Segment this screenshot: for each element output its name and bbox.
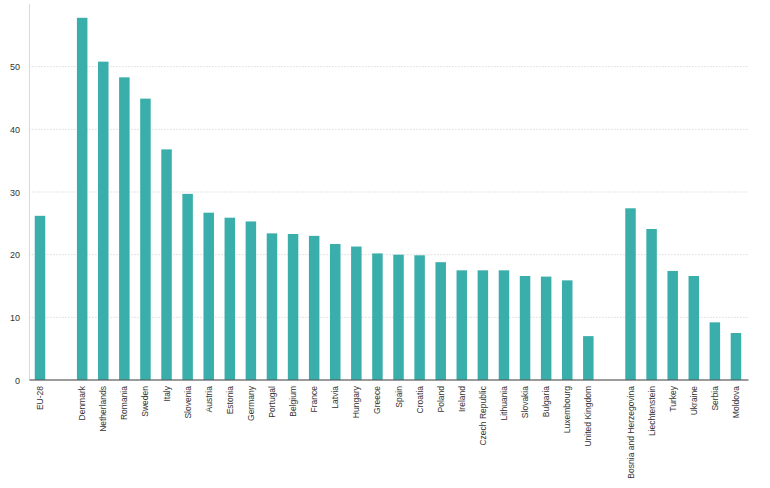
bar (667, 271, 678, 380)
bar (161, 149, 172, 380)
bar (330, 244, 341, 380)
bar (710, 322, 721, 380)
x-tick-label: Czech Republic (478, 385, 488, 445)
y-tick-label: 0 (15, 376, 20, 386)
bar (457, 270, 468, 380)
x-tick-label: Poland (436, 386, 446, 413)
x-tick-label: Spain (394, 386, 404, 408)
y-axis-line (29, 4, 30, 380)
x-tick-label: Belgium (288, 386, 298, 417)
bar (288, 234, 299, 380)
y-tick-label: 20 (10, 250, 20, 260)
x-tick-label: Germany (246, 385, 256, 421)
x-tick-label: Bosnia and Herzegovina (626, 386, 636, 479)
grid-line (29, 317, 748, 318)
x-tick-label: Estonia (225, 386, 235, 415)
bar (35, 216, 46, 380)
bar (140, 99, 151, 380)
bar (77, 18, 88, 380)
chart: 0 10 20 30 40 50 EU-28 Denmark Netherlands Romani… (0, 0, 770, 488)
x-tick-label: Ukraine (689, 386, 699, 416)
bar (499, 270, 510, 380)
x-tick-label: Denmark (77, 385, 87, 420)
bar (309, 236, 320, 380)
x-tick-label: Lithuania (499, 386, 509, 421)
grid-line (29, 192, 748, 193)
bar (731, 333, 742, 380)
y-tick-label: 10 (10, 313, 20, 323)
bar (182, 194, 193, 380)
bar (372, 253, 383, 380)
x-tick-label: Italy (162, 385, 172, 401)
bar (203, 213, 214, 380)
x-tick-label: Netherlands (98, 386, 108, 432)
y-tick-label: 50 (10, 62, 20, 72)
bar (562, 280, 573, 380)
bar (625, 208, 636, 380)
bars (35, 18, 741, 380)
x-tick-label: Croatia (415, 386, 425, 414)
x-tick-label: EU-28 (35, 386, 45, 410)
bar (478, 270, 489, 380)
bar (98, 62, 109, 380)
x-tick-label: Hungary (351, 385, 361, 418)
x-tick-label: Portugal (267, 386, 277, 418)
grid-line (29, 66, 748, 67)
x-axis-line (29, 380, 748, 381)
bar (541, 277, 552, 380)
bar (583, 336, 594, 380)
bar (119, 77, 129, 380)
x-tick-label: Serbia (710, 386, 720, 411)
bar (520, 276, 531, 380)
x-tick-label: United Kingdom (583, 386, 593, 446)
x-tick-label: Austria (204, 386, 214, 413)
y-tick-label: 30 (10, 188, 20, 198)
x-tick-label: Liechtenstein (647, 386, 657, 436)
grid-line (29, 254, 748, 255)
x-tick-label: Luxembourg (562, 386, 572, 434)
grid-line (29, 380, 748, 381)
bar (414, 255, 425, 380)
bar (351, 247, 362, 380)
x-tick-label: Romania (119, 386, 129, 420)
x-tick-label: Slovenia (183, 386, 193, 419)
x-tick-label: Latvia (330, 386, 340, 409)
bar (225, 218, 236, 380)
bar (646, 229, 657, 380)
x-tick-label: Bulgaria (541, 386, 551, 417)
x-tick-label: Moldova (731, 386, 741, 418)
x-tick-label: Sweden (140, 386, 150, 417)
x-tick-label: Ireland (457, 386, 467, 412)
bar (393, 255, 404, 380)
x-tick-label: France (309, 386, 319, 413)
bar (246, 221, 257, 380)
grid-line (29, 129, 748, 130)
bar (689, 276, 700, 380)
bar (267, 233, 278, 380)
y-tick-label: 40 (10, 125, 20, 135)
x-tick-label: Turkey (668, 385, 678, 411)
x-tick-label: Slovakia (520, 386, 530, 418)
x-tick-label: Greece (372, 386, 382, 414)
bar (435, 262, 446, 380)
